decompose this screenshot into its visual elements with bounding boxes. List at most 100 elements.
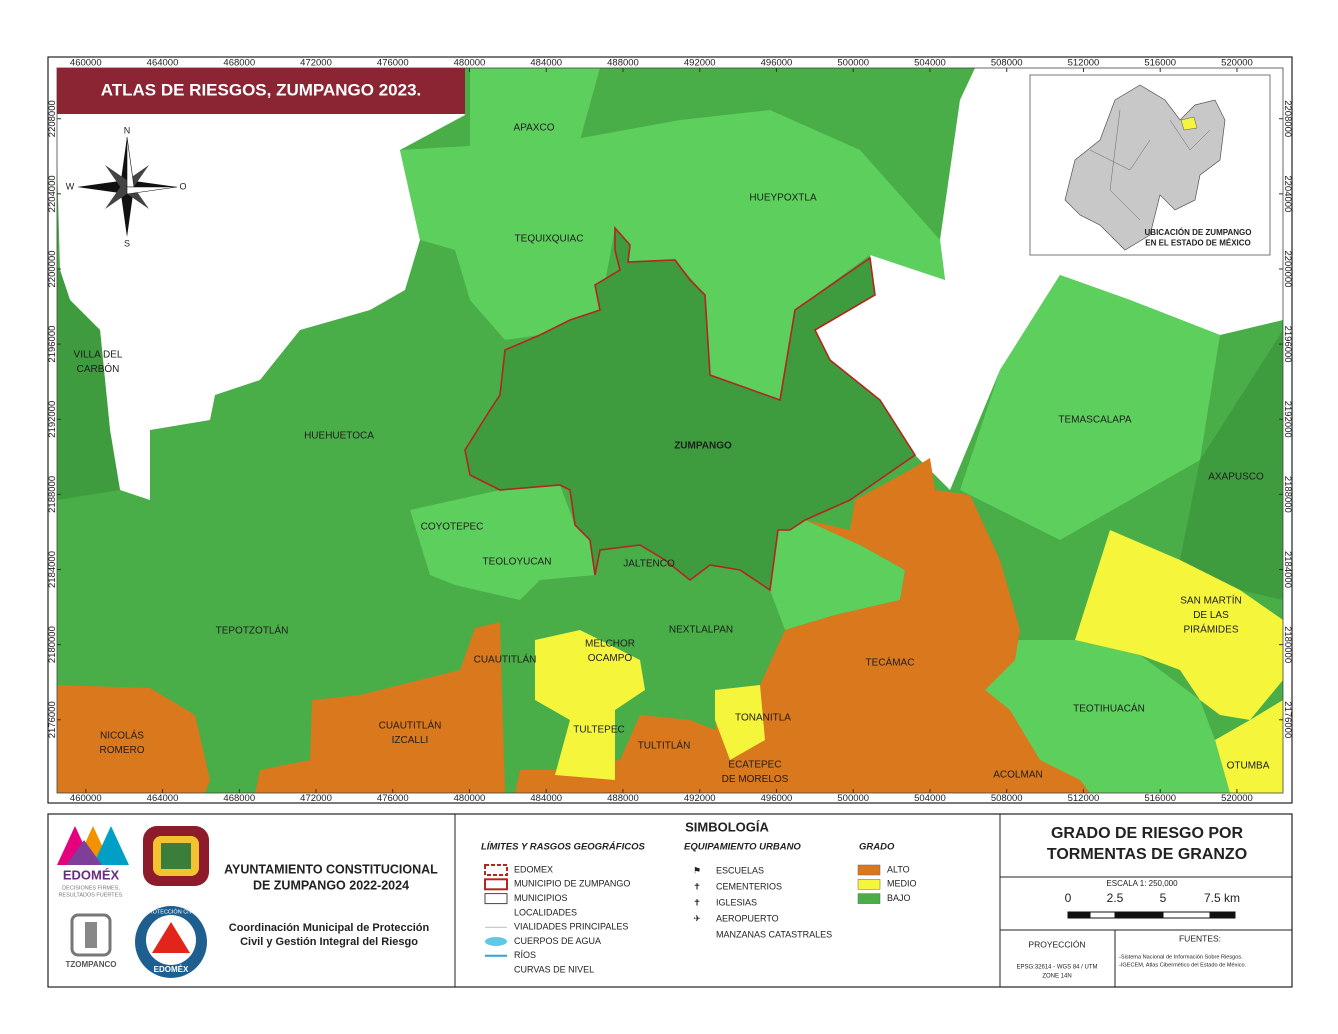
projection-text: EPSG:32614 - WGS 84 / UTM [1016, 965, 1097, 971]
legend-symbol: ⚑ [693, 865, 701, 875]
municipality-label: APAXCO [514, 123, 555, 134]
legend-item: IGLESIAS [716, 897, 757, 907]
y-tick-label: 2188000 [47, 476, 58, 513]
legend-item: EDOMEX [514, 864, 553, 874]
y-tick-label: 2204000 [1282, 175, 1293, 212]
legend-symbol: ✝ [693, 881, 701, 891]
x-tick-label: 488000 [607, 793, 639, 804]
legend-item: MEDIO [887, 879, 917, 889]
projection-text: ZONE 14N [1042, 974, 1071, 980]
x-tick-label: 520000 [1221, 793, 1253, 804]
legend-item: CURVAS DE NIVEL [514, 964, 594, 974]
x-tick-label: 464000 [147, 793, 179, 804]
x-tick-label: 472000 [300, 793, 332, 804]
logo-text: EDOMÉX [154, 965, 189, 974]
y-tick-label: 2204000 [47, 175, 58, 212]
risk-title: GRADO DE RIESGO POR [1051, 825, 1243, 842]
x-tick-label: 484000 [530, 793, 562, 804]
municipality [960, 275, 1220, 540]
municipality-label: DE LAS [1193, 610, 1229, 621]
municipality [410, 485, 595, 600]
logo-slogan: DECISIONES FIRMES, [62, 885, 120, 891]
scale-bar [1209, 911, 1236, 919]
y-tick-label: 2192000 [1282, 401, 1293, 438]
x-tick-label: 512000 [1068, 793, 1100, 804]
y-tick-label: 2180000 [1282, 626, 1293, 663]
municipality-label: CARBÓN [77, 362, 120, 375]
municipality-label: JALTENCO [623, 559, 675, 570]
outside-area [57, 68, 465, 500]
municipality-label: CUAUTITLÁN [379, 719, 442, 732]
scale-bar [1114, 911, 1164, 919]
legend-heading: LÍMITES Y RASGOS GEOGRÁFICOS [481, 842, 645, 853]
x-tick-label: 516000 [1144, 58, 1176, 69]
zumpango-boundary [464, 225, 917, 592]
compass-rose [126, 186, 178, 195]
inset-caption: UBICACIÓN DE ZUMPANGO [1145, 228, 1252, 237]
municipality-label: TEOTIHUACÁN [1073, 702, 1145, 715]
title-box [57, 68, 465, 114]
inset-caption: EN EL ESTADO DE MÉXICO [1145, 239, 1251, 248]
footer-frame [47, 813, 1293, 988]
map-border [56, 67, 1284, 794]
legend-item: VIALIDADES PRINCIPALES [514, 922, 628, 932]
x-tick-label: 488000 [607, 58, 639, 69]
x-tick-label: 496000 [761, 793, 793, 804]
legend-symbol [485, 937, 507, 946]
municipality-label: TEPOTZOTLÁN [216, 624, 289, 637]
legend-item: MUNICIPIO DE ZUMPANGO [514, 879, 630, 889]
legend-symbol [484, 893, 508, 905]
municipality-label: TONANITLA [735, 713, 791, 724]
legend-item: ALTO [887, 864, 910, 874]
tzompanco-icon [70, 913, 112, 957]
municipality-label: TULTEPEC [573, 725, 625, 736]
logo-text: TZOMPANCO [66, 960, 117, 969]
legend-item: MANZANAS CATASTRALES [716, 929, 832, 939]
x-tick-label: 500000 [837, 793, 869, 804]
office: Coordinación Municipal de Protección [229, 922, 430, 934]
y-tick-label: 2180000 [47, 626, 58, 663]
legend-symbol: ✈ [693, 913, 701, 923]
legend-swatch [857, 893, 881, 904]
scale-text: ESCALA 1: 250,000 [1106, 879, 1178, 888]
compass-letter: W [66, 181, 75, 191]
municipality-label: COYOTEPEC [421, 522, 484, 533]
municipality-label: TECÁMAC [866, 656, 915, 669]
municipality-label: HUEYPOXTLA [749, 193, 817, 204]
municipality-label: TEOLOYUCAN [483, 557, 552, 568]
x-tick-label: 460000 [70, 793, 102, 804]
medium-risk-area [1215, 700, 1283, 793]
inset-zumpango [1180, 116, 1198, 131]
x-tick-label: 460000 [70, 58, 102, 69]
legend-item: ESCUELAS [716, 865, 764, 875]
municipality-label: AXAPUSCO [1208, 472, 1264, 483]
municipality-label: ECATEPEC [728, 760, 781, 771]
municipality-label: TEQUIXQUIAC [515, 234, 584, 245]
municipality [470, 68, 600, 150]
municipality-label: VILLA DEL [74, 350, 123, 361]
risk-title: TORMENTAS DE GRANZO [1047, 846, 1247, 863]
legend-symbol [484, 878, 508, 891]
y-tick-label: 2200000 [1282, 250, 1293, 287]
x-tick-label: 476000 [377, 793, 409, 804]
x-tick-label: 468000 [223, 58, 255, 69]
municipality-label: MELCHOR [585, 639, 635, 650]
y-tick-label: 2200000 [47, 250, 58, 287]
logo-slogan: RESULTADOS FUERTES. [58, 892, 124, 898]
scale-bar [1089, 911, 1116, 919]
municipality [1180, 330, 1283, 600]
y-tick-label: 2192000 [47, 401, 58, 438]
x-tick-label: 504000 [914, 58, 946, 69]
logo-text: EDOMÉX [63, 867, 120, 882]
municipality-label: TULTITLÁN [638, 739, 691, 752]
legend-symbol [484, 864, 508, 876]
x-tick-label: 468000 [223, 793, 255, 804]
scale-label: 7.5 km [1204, 891, 1240, 905]
inset-municipality [1169, 119, 1211, 151]
legend-item: BAJO [887, 893, 911, 903]
legend-heading: EQUIPAMIENTO URBANO [684, 842, 801, 853]
medium-risk-area [535, 630, 645, 780]
x-tick-label: 520000 [1221, 58, 1253, 69]
